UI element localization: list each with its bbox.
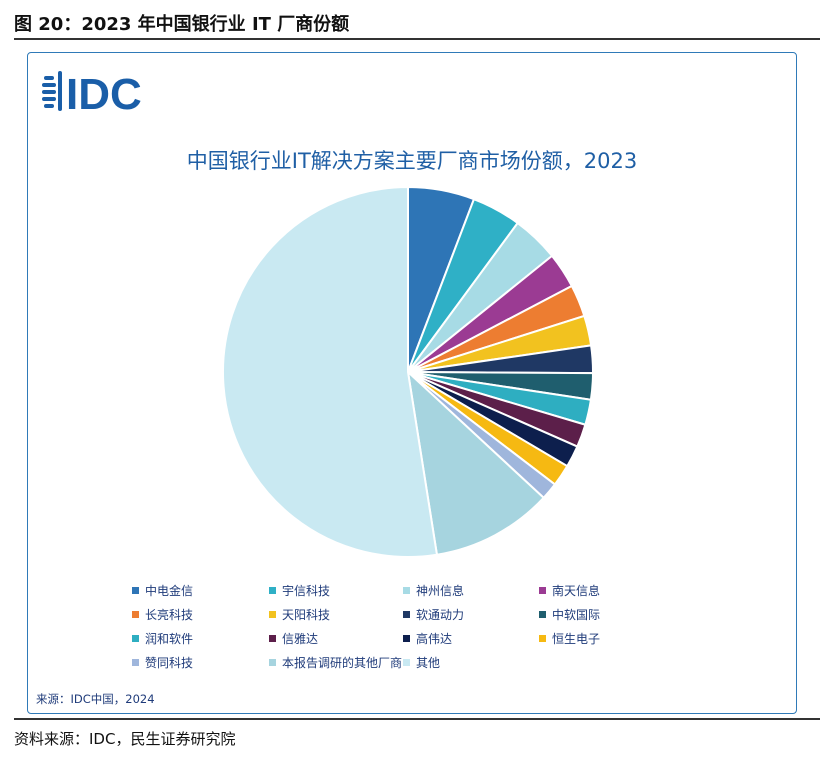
legend-swatch (539, 586, 546, 594)
legend-item-6: 天阳科技 (269, 605, 330, 623)
figure-source: 资料来源：IDC，民生证券研究院 (14, 730, 236, 748)
idc-logo-graphic: IDC (42, 70, 142, 115)
legend-swatch (539, 634, 546, 642)
legend-label: 中软国际 (552, 607, 601, 622)
legend-swatch (132, 610, 139, 618)
legend-label: 神州信息 (416, 583, 465, 598)
footer-rule (14, 718, 820, 720)
figure-title: 图 20：2023 年中国银行业 IT 厂商份额 (14, 14, 350, 35)
legend-label: 信雅达 (282, 631, 319, 646)
legend-label: 软通动力 (416, 607, 465, 622)
legend-label: 高伟达 (416, 631, 453, 646)
header-rule (14, 38, 820, 40)
legend-item-15: 其他 (403, 653, 440, 671)
legend-swatch (269, 634, 276, 642)
legend-swatch (403, 586, 410, 594)
legend-swatch (403, 658, 410, 666)
pie-chart (222, 185, 595, 558)
legend-item-11: 高伟达 (403, 629, 452, 647)
pie-slice-14 (406, 369, 546, 556)
figure-header: 图 20：2023 年中国银行业 IT 厂商份额 (14, 6, 820, 40)
legend-item-2: 宇信科技 (269, 581, 330, 599)
legend-swatch (269, 586, 276, 594)
legend-label: 润和软件 (145, 631, 194, 646)
legend-label: 中电金信 (145, 583, 194, 598)
legend-item-8: 中软国际 (539, 605, 600, 623)
legend-item-3: 神州信息 (403, 581, 464, 599)
logo-text: IDC (66, 70, 142, 115)
legend-label: 长亮科技 (145, 607, 194, 622)
legend-label: 天阳科技 (282, 607, 331, 622)
legend-item-10: 信雅达 (269, 629, 318, 647)
legend-item-14: 本报告调研的其他厂商 (269, 653, 402, 671)
legend-swatch (132, 658, 139, 666)
legend-swatch (269, 658, 276, 666)
legend-item-12: 恒生电子 (539, 629, 600, 647)
chart-title: 中国银行业IT解决方案主要厂商市场份额，2023 (186, 149, 638, 173)
legend-swatch (132, 586, 139, 594)
legend-item-13: 赞同科技 (132, 653, 193, 671)
legend-item-4: 南天信息 (539, 581, 600, 599)
legend-swatch (403, 634, 410, 642)
legend-item-1: 中电金信 (132, 581, 193, 599)
panel-source: 来源：IDC中国，2024 (36, 692, 155, 706)
legend-item-9: 润和软件 (132, 629, 193, 647)
legend-label: 恒生电子 (552, 631, 601, 646)
legend-item-7: 软通动力 (403, 605, 464, 623)
legend-swatch (539, 610, 546, 618)
pie-slice-15 (222, 185, 439, 558)
legend-label: 其他 (416, 655, 441, 670)
legend-label: 赞同科技 (145, 655, 194, 670)
legend-label: 本报告调研的其他厂商 (282, 655, 403, 670)
chart-panel: IDC 中国银行业IT解决方案主要厂商市场份额，2023 中电金信 宇信科技 神州信… (27, 52, 797, 714)
idc-logo: IDC (42, 67, 182, 115)
legend-swatch (403, 610, 410, 618)
legend-swatch (132, 634, 139, 642)
legend-swatch (269, 610, 276, 618)
legend-label: 宇信科技 (282, 583, 331, 598)
legend-item-5: 长亮科技 (132, 605, 193, 623)
legend-label: 南天信息 (552, 583, 601, 598)
